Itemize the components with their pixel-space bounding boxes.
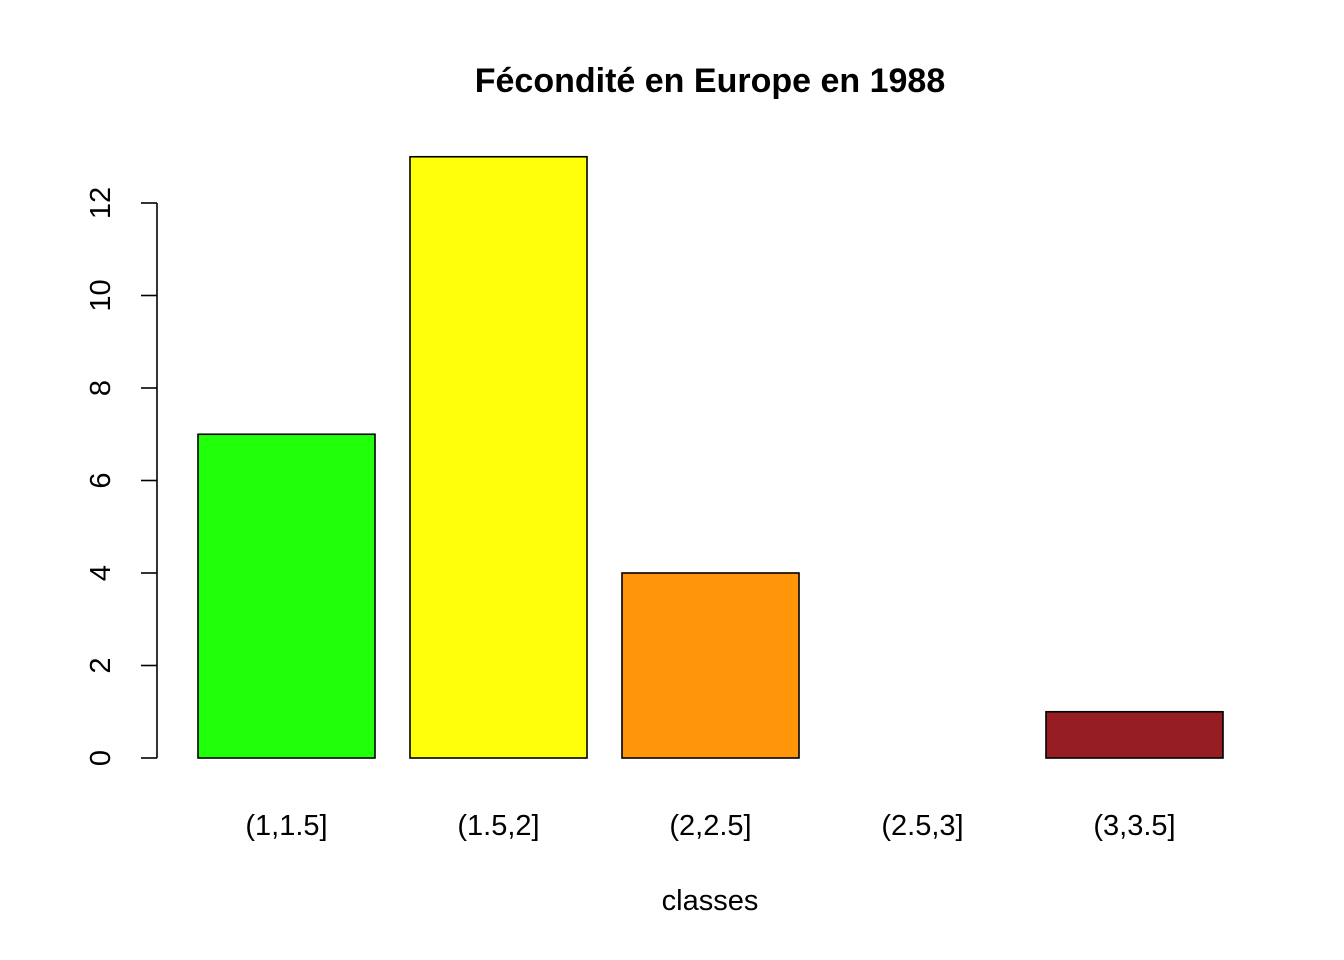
y-axis: 0 2 4 6 8 10 12 (85, 187, 158, 766)
y-tick-label-2: 2 (85, 657, 117, 673)
bar-1 (197, 433, 376, 759)
y-tick-label-12: 12 (85, 187, 117, 219)
x-tick-label-3: (2,2.5] (669, 810, 751, 842)
bar-5 (1045, 710, 1224, 759)
x-tick-label-2: (1.5,2] (457, 810, 539, 842)
x-tick-label-1: (1,1.5] (245, 810, 327, 842)
bars-group (197, 155, 1224, 759)
bar-3 (621, 572, 800, 759)
y-tick-label-6: 6 (85, 472, 117, 488)
y-tick-label-4: 4 (85, 565, 117, 581)
x-axis-title: classes (662, 885, 759, 917)
x-tick-labels: (1,1.5] (1.5,2] (2,2.5] (2.5,3] (3,3.5] (245, 810, 1175, 842)
chart-title: Fécondité en Europe en 1988 (475, 62, 945, 100)
x-tick-label-5: (3,3.5] (1093, 810, 1175, 842)
y-tick-label-8: 8 (85, 380, 117, 396)
x-tick-label-4: (2.5,3] (881, 810, 963, 842)
y-tick-label-0: 0 (85, 750, 117, 766)
y-tick-label-10: 10 (85, 279, 117, 311)
bar-2 (409, 155, 588, 759)
